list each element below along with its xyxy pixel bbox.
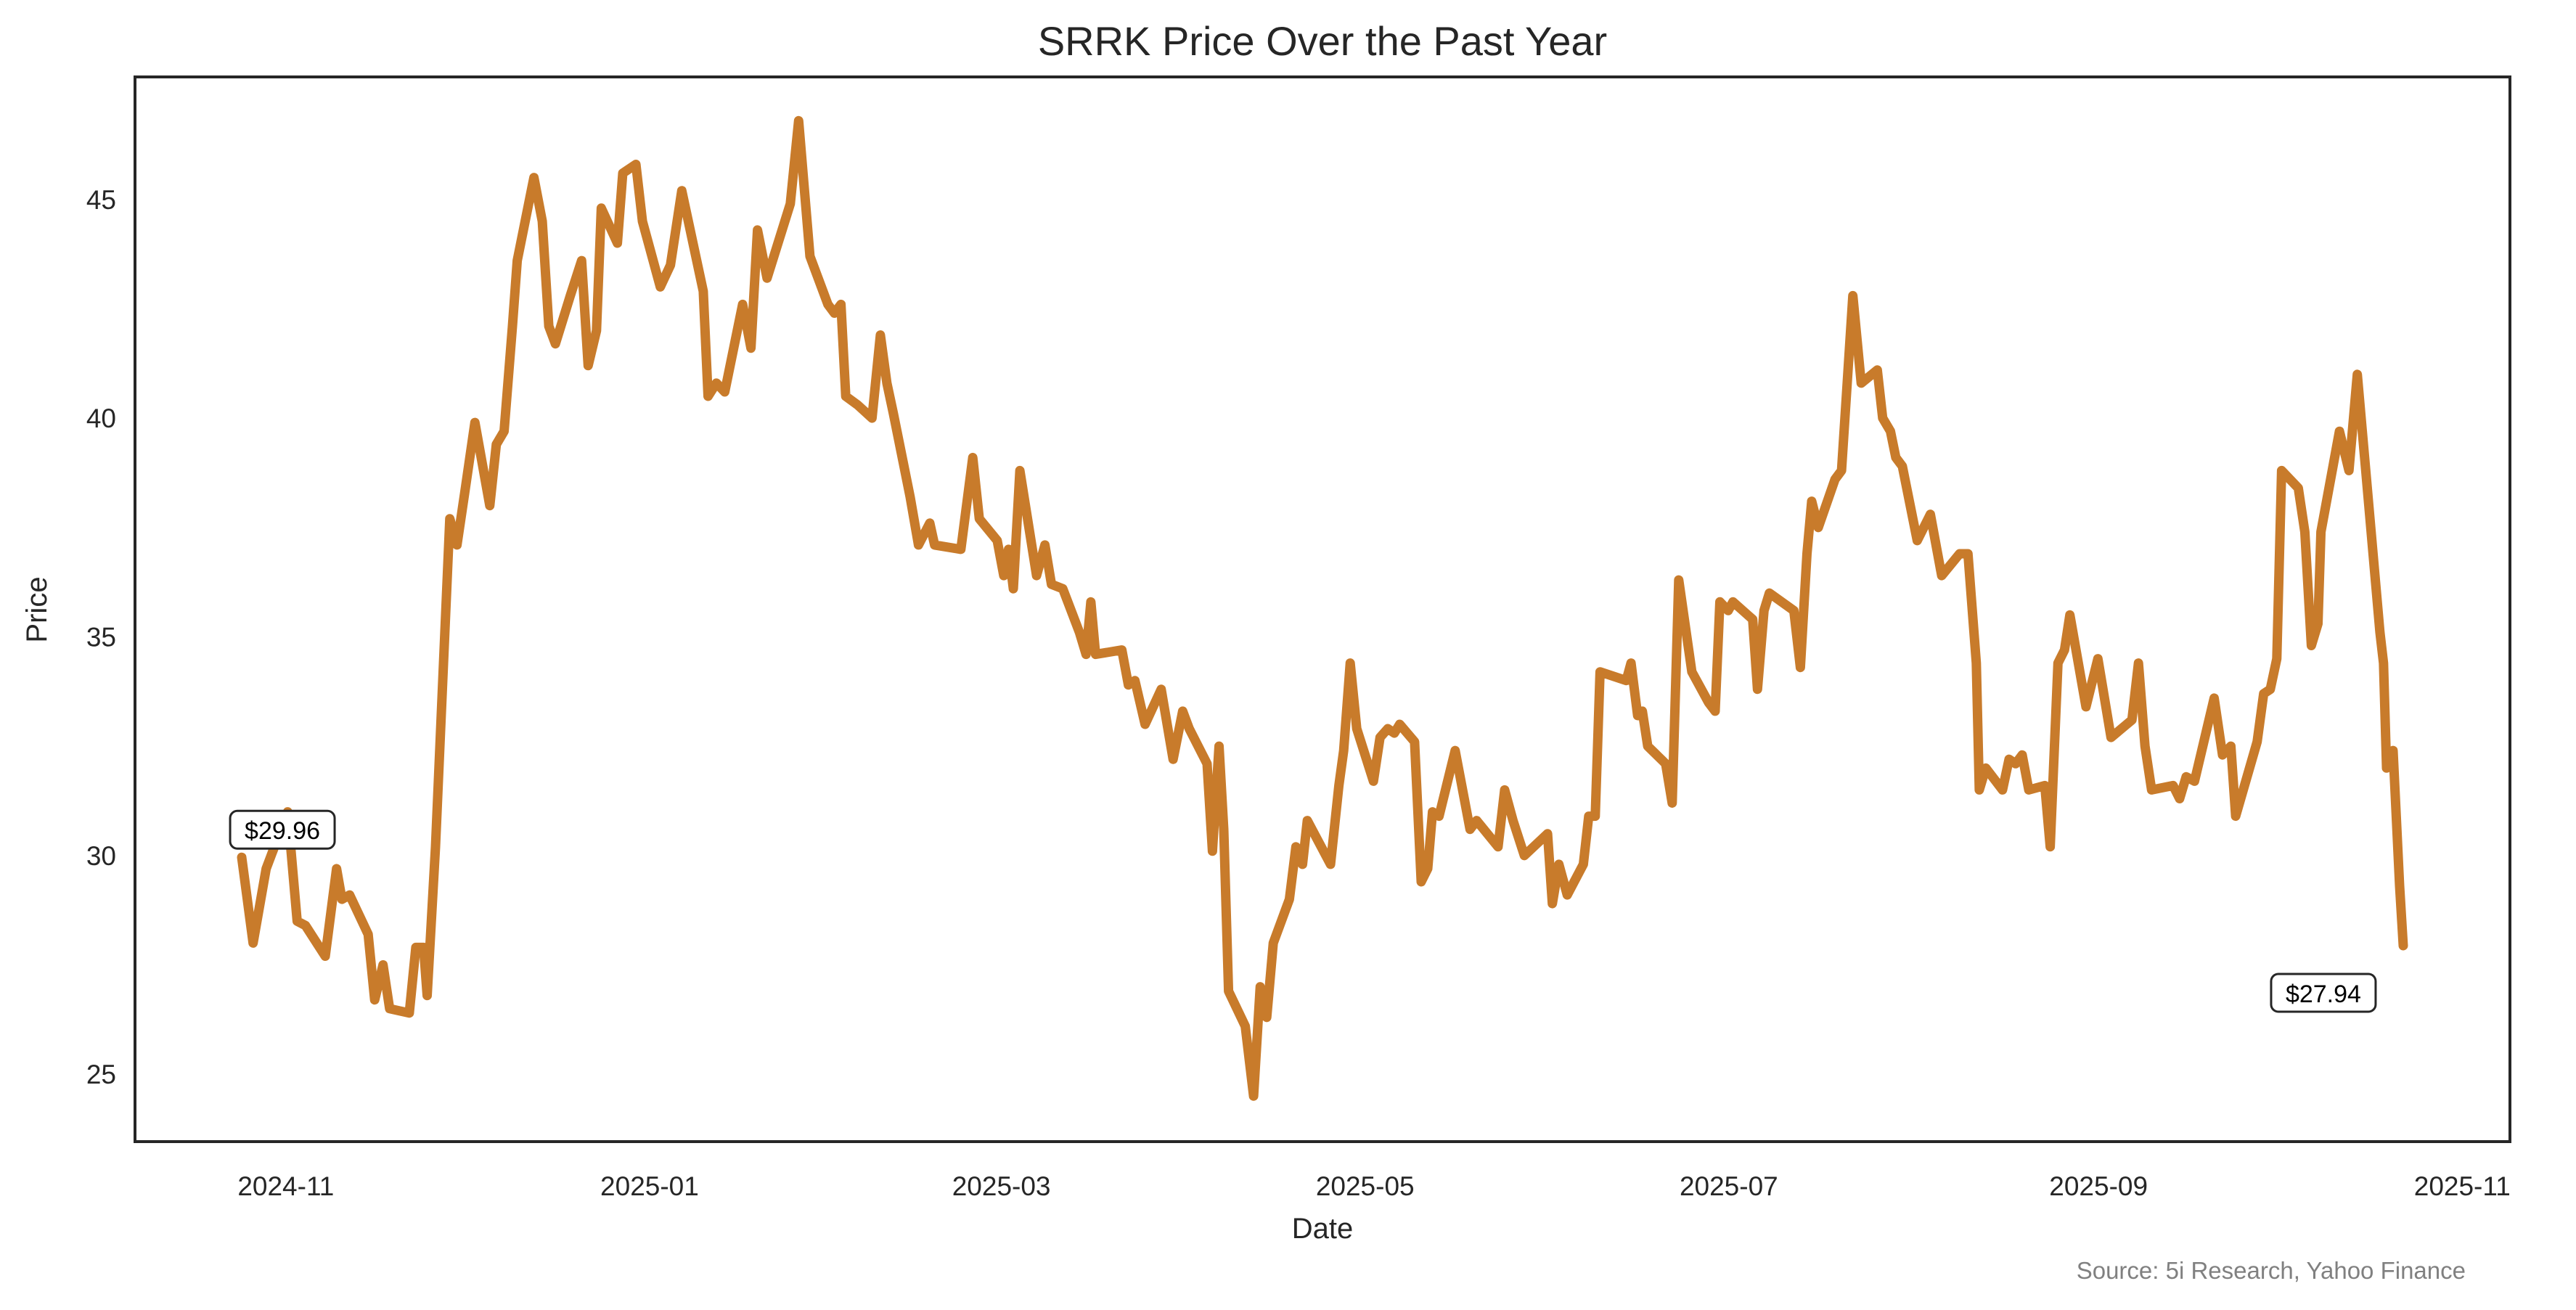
- series-layer: [237, 115, 2408, 1101]
- y-tick-label: 40: [86, 404, 116, 433]
- y-axis-label: Price: [21, 576, 53, 642]
- x-tick-label: 2025-11: [2414, 1171, 2511, 1201]
- price-annotation: $29.96: [229, 809, 336, 850]
- annotation-box: [229, 809, 336, 850]
- source-note: Source: 5i Research, Yahoo Finance: [2077, 1257, 2466, 1284]
- plot-frame: [134, 75, 2511, 1143]
- y-tick-label: 30: [86, 841, 116, 871]
- price-annotation: $27.94: [2270, 973, 2377, 1013]
- x-tick-label: 2025-03: [952, 1171, 1051, 1201]
- y-axis-ticks: 25 30 35 40 45: [86, 185, 116, 1089]
- price-series-line: [237, 115, 2408, 1101]
- chart-title: SRRK Price Over the Past Year: [1038, 18, 1607, 64]
- annotation-label: $29.96: [245, 817, 320, 845]
- y-tick-label: 45: [86, 185, 116, 215]
- x-axis-ticks: 2024-11 2025-01 2025-03 2025-05 2025-07 2025-…: [237, 1171, 2510, 1201]
- annotation-box: [2270, 973, 2377, 1013]
- x-axis-label: Date: [1292, 1213, 1354, 1245]
- annotation-label: $27.94: [2286, 981, 2361, 1008]
- x-tick-label: 2025-05: [1316, 1171, 1415, 1201]
- annotation-layer: $29.96 $27.94: [229, 809, 2377, 1013]
- x-tick-label: 2024-11: [237, 1171, 334, 1201]
- y-tick-label: 25: [86, 1060, 116, 1089]
- x-tick-label: 2025-07: [1680, 1171, 1778, 1201]
- x-tick-label: 2025-09: [2049, 1171, 2148, 1201]
- x-tick-label: 2025-01: [600, 1171, 699, 1201]
- y-tick-label: 35: [86, 622, 116, 652]
